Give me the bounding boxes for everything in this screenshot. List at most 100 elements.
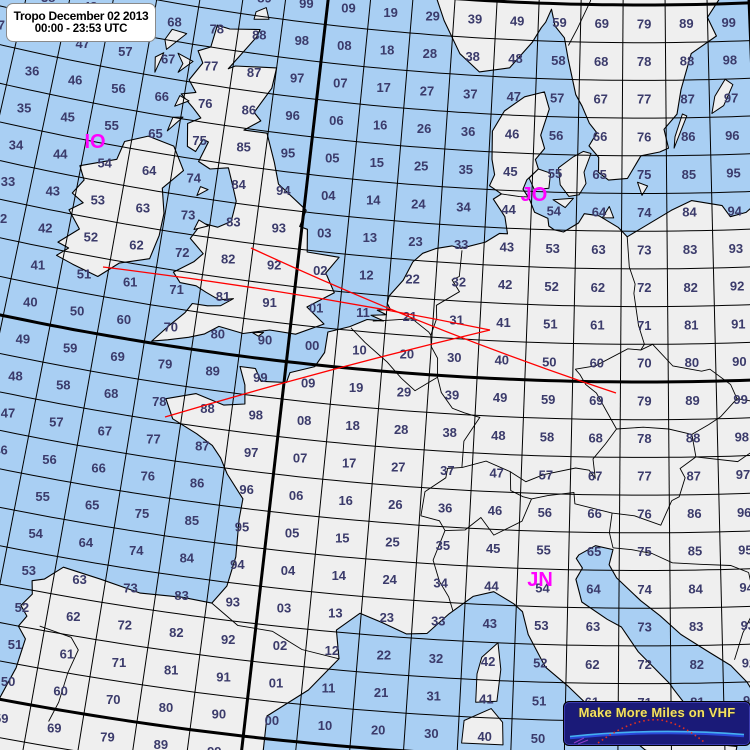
country-border	[736, 398, 750, 402]
grid-cell-label: 76	[637, 506, 651, 521]
grid-cell-label: 58	[540, 430, 554, 445]
grid-cell-label: 90	[732, 354, 746, 369]
grid-cell-label: 65	[592, 167, 606, 182]
grid-cell-label: 82	[221, 252, 235, 267]
country-border	[432, 530, 454, 612]
grid-cell-label: 42	[498, 277, 512, 292]
grid-cell-label: 64	[142, 163, 157, 178]
grid-cell-label: 84	[180, 550, 195, 565]
island	[528, 168, 551, 191]
grid-cell-label: 89	[205, 364, 219, 379]
grid-cell-label: 62	[129, 238, 143, 253]
grid-cell-label: 10	[318, 718, 332, 733]
grid-cell-label: 98	[295, 33, 309, 48]
grid-cell-label: 45	[503, 164, 517, 179]
watermark-art	[569, 718, 745, 745]
grid-cell-label: 26	[388, 497, 402, 512]
grid-cell-label: 73	[637, 620, 651, 635]
grid-cell-label: 33	[454, 237, 468, 252]
grid-cell-label: 84	[688, 581, 703, 596]
grid-meridian	[132, 0, 244, 750]
grid-cell-label: 64	[79, 535, 94, 550]
island	[711, 78, 734, 114]
grid-cell-label: 21	[374, 685, 388, 700]
grid-cell-label: 63	[586, 619, 600, 634]
grid-cell-label: 29	[397, 384, 411, 399]
grid-cell-label: 78	[637, 54, 651, 69]
grid-cell-label: 32	[429, 651, 443, 666]
grid-cell-label: 47	[507, 89, 521, 104]
grid-cell-label: 52	[544, 279, 558, 294]
grid-cell-label: 15	[335, 530, 349, 545]
country-border	[531, 491, 613, 514]
grid-cell-label: 16	[373, 117, 387, 132]
grid-cell-label: 54	[547, 204, 562, 219]
grid-cell-label: 60	[590, 355, 604, 370]
grid-cell-label: 55	[536, 543, 550, 558]
grid-cell-label: 38	[41, 0, 55, 5]
grid-cell-label: 59	[0, 711, 8, 726]
country-border	[510, 428, 617, 483]
grid-cell-label: 49	[16, 331, 30, 346]
grid-cell-label: 67	[98, 423, 112, 438]
grid-cell-label: 82	[690, 657, 704, 672]
grid-cell-label: 68	[594, 54, 608, 69]
grid-cell-label: 65	[587, 544, 601, 559]
grid-cell-label: 97	[736, 467, 750, 482]
grid-cell-label: 85	[682, 167, 696, 182]
grid-cell-label: 78	[637, 431, 651, 446]
title-box: Tropo December 02 2013 00:00 - 23:53 UTC	[6, 3, 156, 42]
grid-cell-label: 56	[42, 452, 56, 467]
grid-cell-label: 49	[493, 390, 507, 405]
grid-cell-label: 87	[686, 468, 700, 483]
grid-cell-label: 88	[680, 54, 694, 69]
grid-cell-label: 01	[269, 675, 283, 690]
field-label: JN	[527, 569, 553, 591]
grid-cell-label: 34	[9, 137, 24, 152]
grid-cell-label: 50	[1, 674, 15, 689]
grid-cell-label: 65	[148, 126, 162, 141]
grid-cell-label: 39	[468, 11, 482, 26]
grid-cell-label: 68	[167, 15, 181, 30]
grid-cell-label: 62	[591, 280, 605, 295]
grid-cell-label: 22	[377, 647, 391, 662]
grid-cell-label: 31	[449, 312, 463, 327]
field-label: IO	[84, 131, 105, 153]
grid-cell-label: 87	[195, 438, 209, 453]
grid-meridian	[510, 0, 540, 750]
island	[637, 181, 649, 196]
grid-cell-label: 26	[417, 121, 431, 136]
grid-cell-label: 75	[135, 506, 149, 521]
grid-cell-label: 34	[433, 576, 448, 591]
grid-cell-label: 11	[322, 681, 336, 696]
tropo-path	[164, 329, 491, 418]
grid-cell-label: 51	[77, 267, 91, 282]
grid-cell-label: 69	[589, 393, 603, 408]
grid-cell-label: 51	[532, 693, 546, 708]
country-border	[574, 368, 617, 430]
grid-cell-label: 49	[510, 14, 524, 29]
grid-cell-label: 86	[687, 506, 701, 521]
grid-cell-label: 11	[356, 305, 370, 320]
grid-cell-label: 50	[542, 354, 556, 369]
grid-cell-label: 96	[285, 108, 299, 123]
grid-cell-label: 64	[586, 582, 601, 597]
island	[196, 186, 209, 197]
grid-cell-label: 46	[488, 503, 502, 518]
grid-cell-label: 98	[723, 53, 737, 68]
country-border	[612, 547, 749, 573]
tropo-path	[250, 247, 617, 394]
grid-cell-label: 55	[104, 118, 118, 133]
country-border	[420, 460, 533, 536]
grid-cell-label: 36	[438, 501, 452, 516]
grid-cell-label: 91	[216, 669, 230, 684]
grid-cell-label: 12	[325, 643, 339, 658]
grid-cell-label: 90	[212, 707, 226, 722]
grid-cell-label: 07	[293, 450, 307, 465]
grid-cell-label: 72	[637, 280, 651, 295]
grid-cell-label: 25	[414, 159, 428, 174]
grid-cell-label: 66	[155, 89, 169, 104]
grid-cell-label: 24	[411, 196, 426, 211]
grid-cell-label: 67	[588, 468, 602, 483]
grid-cell-label: 94	[276, 183, 291, 198]
